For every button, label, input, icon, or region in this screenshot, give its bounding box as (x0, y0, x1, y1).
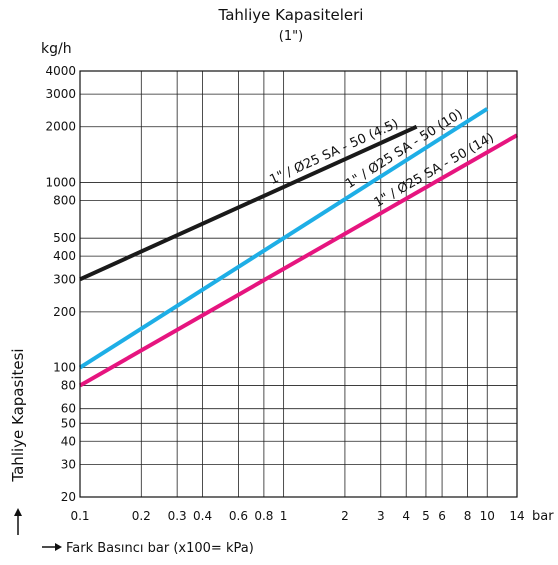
y-tick-label: 2000 (45, 120, 76, 134)
x-tick-label: 10 (480, 509, 495, 523)
x-tick-label: 6 (438, 509, 446, 523)
y-tick-label: 400 (53, 249, 76, 263)
y-tick-label: 200 (53, 305, 76, 319)
x-tick-label: 0.1 (70, 509, 89, 523)
x-tick-label: 4 (402, 509, 410, 523)
chart-subtitle: (1") (279, 29, 303, 44)
y-tick-label: 300 (53, 272, 76, 286)
y-tick-label: 50 (61, 416, 76, 430)
series-line-3 (79, 133, 518, 388)
x-unit-label: bar (532, 509, 554, 524)
y-tick-label: 80 (61, 379, 76, 393)
series-line-1 (79, 124, 418, 282)
y-tick-label: 500 (53, 231, 76, 245)
x-tick-label: 0.8 (254, 509, 273, 523)
x-tick-label: 0.3 (168, 509, 187, 523)
x-tick-label: 3 (377, 509, 385, 523)
x-tick-label: 14 (509, 509, 524, 523)
grid (79, 70, 518, 498)
y-tick-label: 30 (61, 457, 76, 471)
x-tick-label: 0.2 (132, 509, 151, 523)
y-tick-label: 4000 (45, 64, 76, 78)
x-tick-label: 8 (464, 509, 472, 523)
x-tick-label: 1 (280, 509, 288, 523)
x-tick-label: 0.6 (229, 509, 248, 523)
x-tick-label: 2 (341, 509, 349, 523)
y-axis-title: Tahliye Kapasitesi (9, 348, 27, 482)
y-tick-label: 3000 (45, 87, 76, 101)
plot-frame (79, 70, 518, 498)
y-unit-label: kg/h (41, 41, 72, 57)
y-tick-label: 1000 (45, 175, 76, 189)
y-tick-label: 40 (61, 434, 76, 448)
x-tick-label: 0.4 (193, 509, 212, 523)
y-tick-label: 100 (53, 361, 76, 375)
x-tick-label: 5 (422, 509, 430, 523)
series-line-2 (78, 107, 489, 370)
chart-title: Tahliye Kapasiteleri (218, 6, 364, 24)
y-tick-label: 60 (61, 402, 76, 416)
y-tick-label: 20 (61, 490, 76, 504)
y-tick-label: 800 (53, 193, 76, 207)
series-lines: 1" / Ø25 SA - 50 (4.5)1" / Ø25 SA - 50 (… (78, 107, 518, 388)
y-axis-arrow (14, 508, 22, 535)
x-axis-title: Fark Basıncı bar (x100= kPa) (66, 541, 254, 556)
x-axis-arrow (42, 543, 62, 551)
